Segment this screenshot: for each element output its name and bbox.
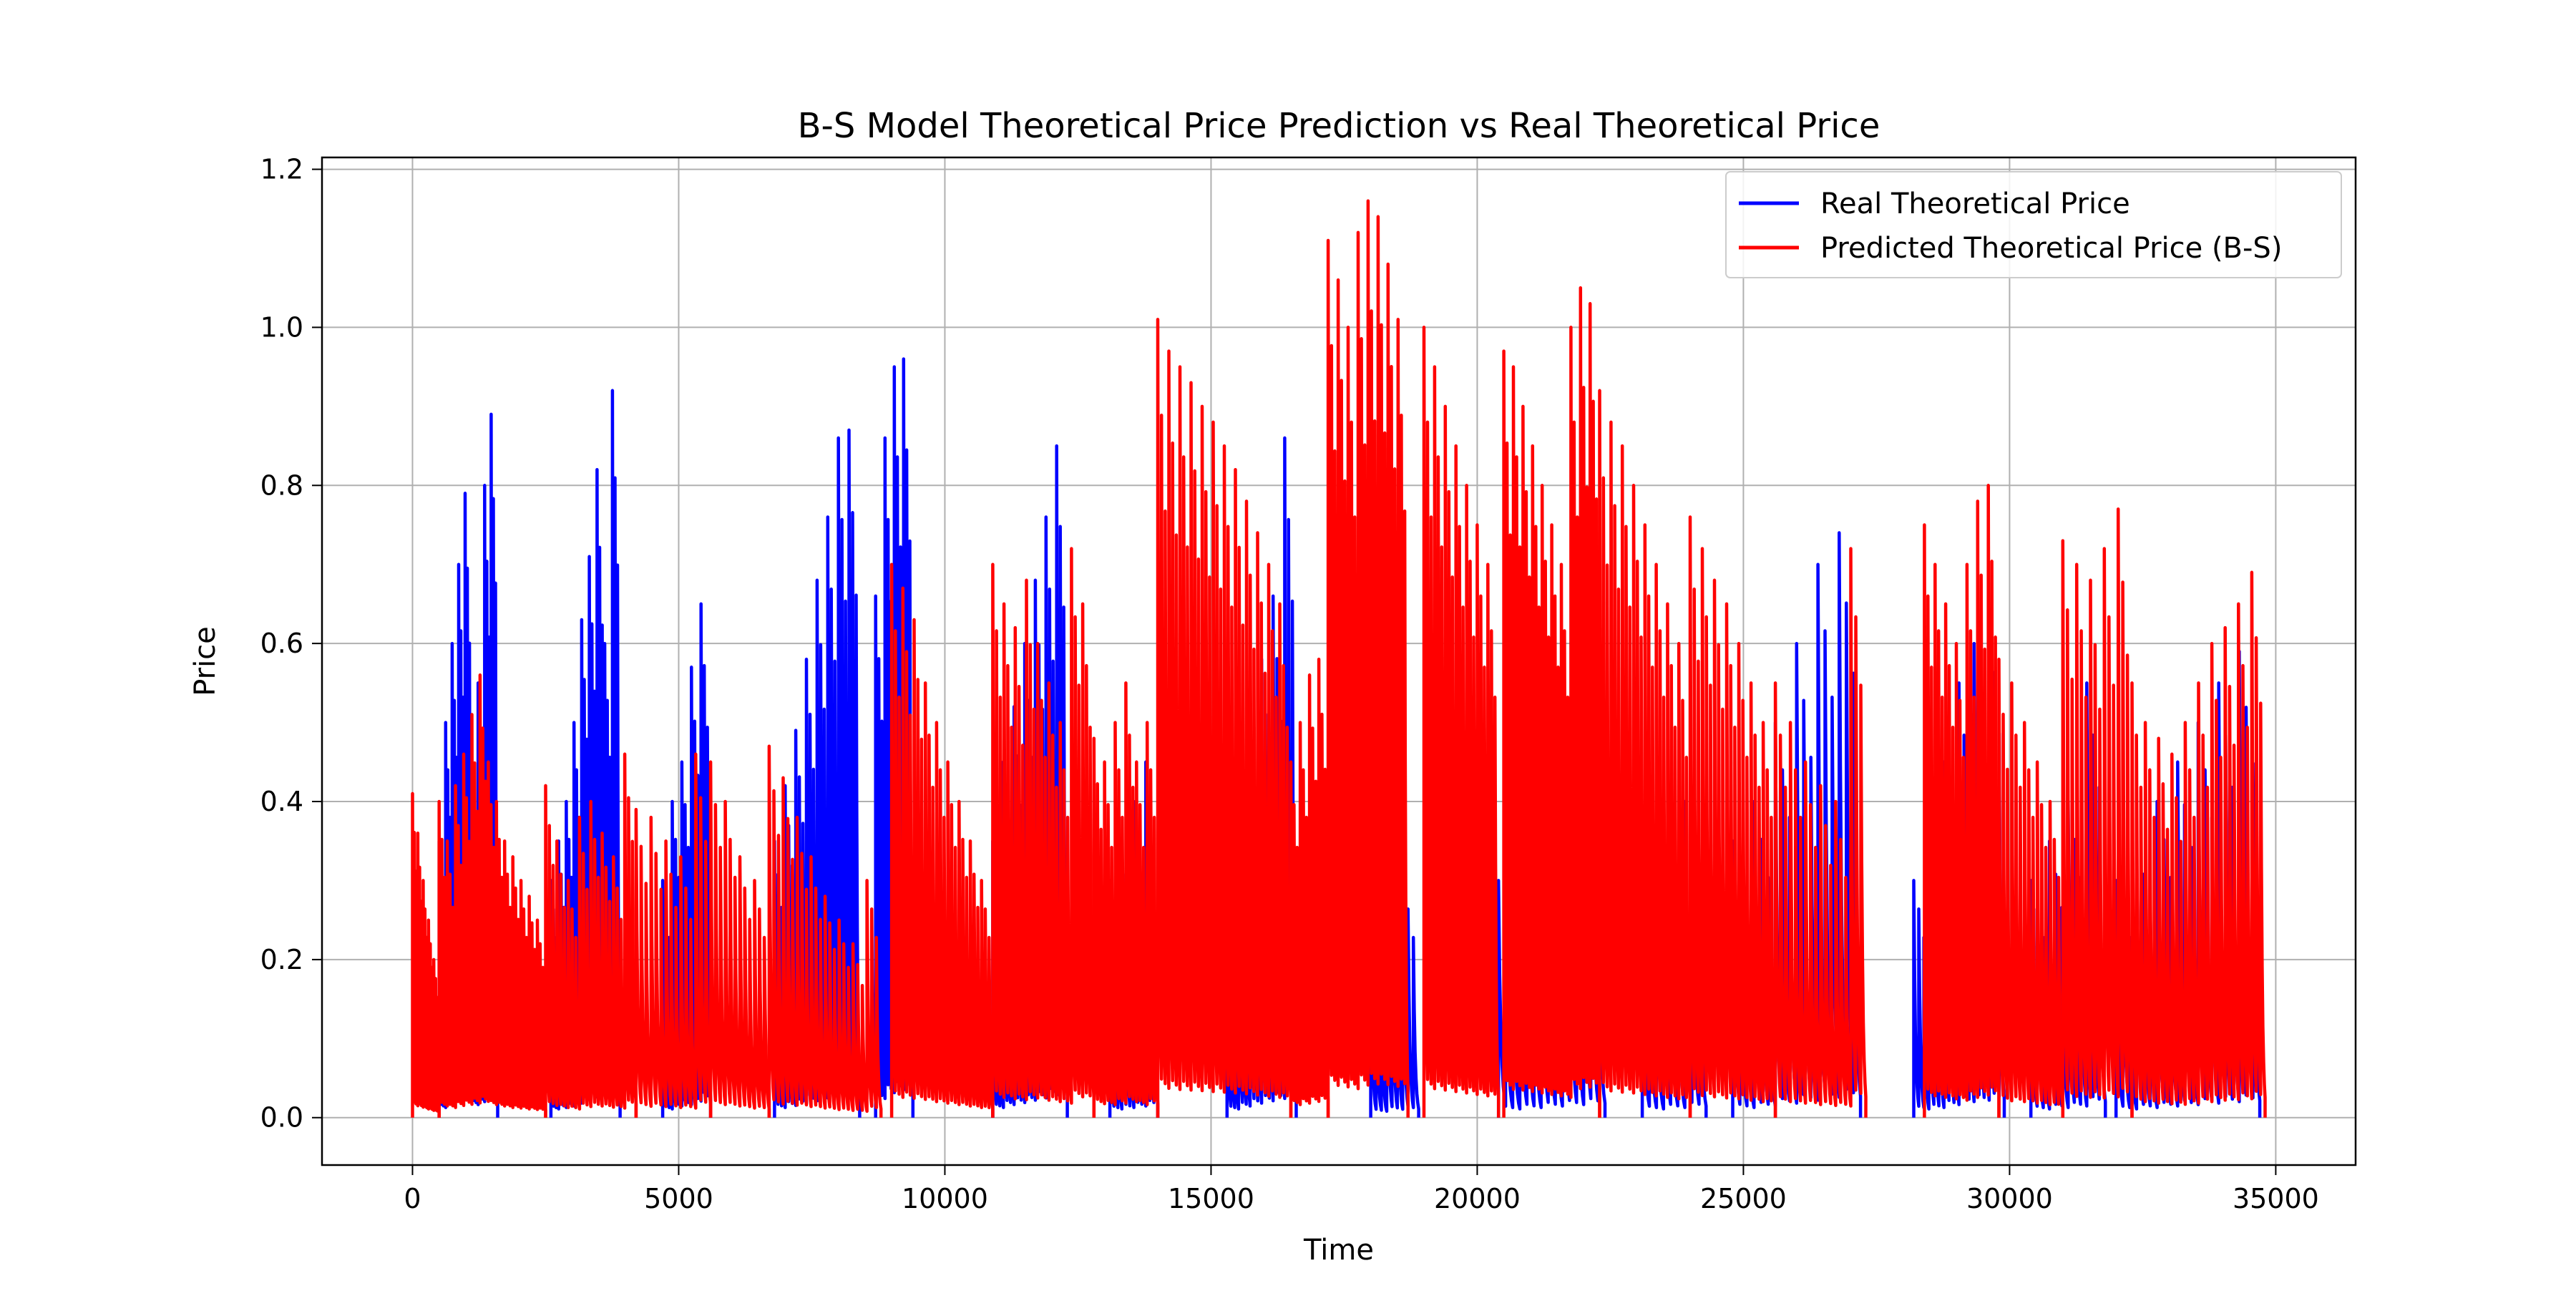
predicted-price-burst-4 xyxy=(708,760,771,1118)
x-tick-label: 10000 xyxy=(902,1183,988,1214)
predicted-price-burst-14 xyxy=(1598,389,1692,1118)
x-tick-label: 30000 xyxy=(1966,1183,2053,1214)
predicted-price-burst-12 xyxy=(1422,326,1501,1118)
plot-frame xyxy=(321,156,2357,1166)
predicted-price-burst-5 xyxy=(767,744,883,1118)
x-tick-label: 0 xyxy=(404,1183,421,1214)
predicted-price-burst-3 xyxy=(634,752,713,1118)
predicted-price-burst-18 xyxy=(1997,657,2065,1118)
predicted-price-burst-11 xyxy=(1326,199,1410,1118)
legend-entry-predicted: Predicted Theoretical Price (B-S) xyxy=(1820,232,2282,265)
predicted-price-burst-6 xyxy=(889,562,995,1118)
predicted-price-burst-7 xyxy=(991,547,1096,1118)
predicted-price-burst-1 xyxy=(437,673,547,1118)
legend-box xyxy=(1725,171,2342,278)
y-tick-label: 1.2 xyxy=(260,154,303,185)
x-tick-label: 15000 xyxy=(1168,1183,1254,1214)
x-tick-label: 35000 xyxy=(2233,1183,2319,1214)
series-layer xyxy=(411,199,2267,1118)
y-tick-label: 0.4 xyxy=(260,786,303,817)
predicted-price-burst-15 xyxy=(1688,515,1777,1118)
predicted-price-burst-0 xyxy=(411,791,441,1118)
x-tick-label: 25000 xyxy=(1700,1183,1787,1214)
predicted-price-burst-9 xyxy=(1156,318,1293,1118)
chart-title: B-S Model Theoretical Price Prediction v… xyxy=(798,106,1880,146)
predicted-price-burst-8 xyxy=(1092,681,1160,1118)
x-axis-label: Time xyxy=(1303,1234,1374,1267)
legend: Real Theoretical Price Predicted Theoret… xyxy=(1725,171,2342,278)
y-tick-label: 1.0 xyxy=(260,311,303,343)
predicted-price-burst-20 xyxy=(2130,570,2267,1118)
x-tick-label: 20000 xyxy=(1434,1183,1521,1214)
y-tick-label: 0.8 xyxy=(260,469,303,501)
predicted-price-burst-16 xyxy=(1773,547,1868,1118)
tick-layer: 0 5000 10000 15000 20000 25000 30000 35000 0.0 0.… xyxy=(260,154,2319,1214)
predicted-price-burst-13 xyxy=(1502,286,1601,1118)
predicted-price-burst-19 xyxy=(2061,507,2134,1118)
predicted-price-burst-10 xyxy=(1289,657,1330,1118)
y-tick-label: 0.0 xyxy=(260,1102,303,1134)
x-tick-label: 5000 xyxy=(644,1183,713,1214)
y-axis-label: Price xyxy=(189,626,222,696)
y-tick-label: 0.6 xyxy=(260,628,303,659)
predicted-price-burst-17 xyxy=(1923,484,2001,1118)
y-tick-label: 0.2 xyxy=(260,944,303,975)
predicted-price-burst-2 xyxy=(544,752,638,1118)
legend-entry-real: Real Theoretical Price xyxy=(1820,187,2130,220)
